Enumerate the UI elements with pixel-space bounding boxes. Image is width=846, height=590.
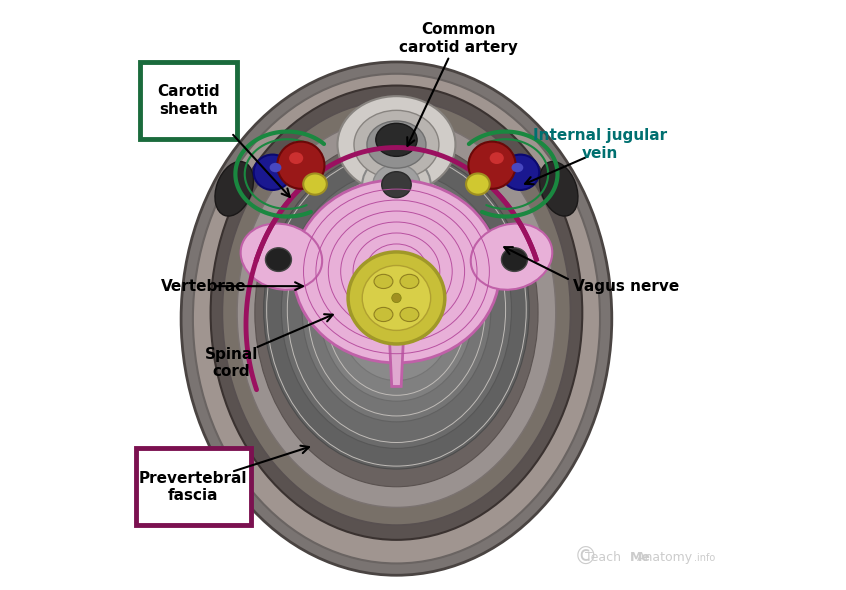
FancyBboxPatch shape xyxy=(135,448,250,525)
Ellipse shape xyxy=(400,274,419,289)
Ellipse shape xyxy=(193,74,600,563)
Text: Vertebrae: Vertebrae xyxy=(161,278,246,294)
Ellipse shape xyxy=(354,110,439,179)
Ellipse shape xyxy=(373,164,420,205)
Ellipse shape xyxy=(362,155,431,214)
Ellipse shape xyxy=(222,100,570,525)
Ellipse shape xyxy=(289,152,303,164)
Ellipse shape xyxy=(338,96,455,193)
Ellipse shape xyxy=(400,307,419,322)
Ellipse shape xyxy=(303,173,327,195)
Ellipse shape xyxy=(240,224,322,290)
Text: ©: © xyxy=(574,546,597,569)
Ellipse shape xyxy=(270,163,282,172)
Text: Vagus nerve: Vagus nerve xyxy=(574,278,679,294)
Ellipse shape xyxy=(255,139,538,487)
Ellipse shape xyxy=(338,239,455,381)
Ellipse shape xyxy=(469,142,515,189)
Text: Spinal
cord: Spinal cord xyxy=(205,347,258,379)
Ellipse shape xyxy=(277,142,325,189)
Text: .info: .info xyxy=(695,553,716,562)
Ellipse shape xyxy=(215,162,254,216)
Text: Common
carotid artery: Common carotid artery xyxy=(399,22,518,54)
Ellipse shape xyxy=(237,118,556,507)
Ellipse shape xyxy=(294,180,500,363)
Ellipse shape xyxy=(490,152,504,164)
Ellipse shape xyxy=(466,173,490,195)
Ellipse shape xyxy=(264,150,530,469)
Text: Me: Me xyxy=(629,551,651,564)
Ellipse shape xyxy=(211,86,582,540)
Ellipse shape xyxy=(302,198,491,422)
Ellipse shape xyxy=(362,266,431,330)
Ellipse shape xyxy=(374,307,393,322)
Ellipse shape xyxy=(266,248,291,271)
Ellipse shape xyxy=(320,218,473,401)
Ellipse shape xyxy=(540,162,578,216)
Ellipse shape xyxy=(367,121,426,168)
Text: Internal jugular
vein: Internal jugular vein xyxy=(533,129,667,160)
FancyBboxPatch shape xyxy=(140,62,237,139)
Polygon shape xyxy=(383,289,409,386)
Ellipse shape xyxy=(382,172,411,198)
Ellipse shape xyxy=(470,224,552,290)
Ellipse shape xyxy=(502,155,539,190)
Ellipse shape xyxy=(502,248,527,271)
Ellipse shape xyxy=(181,62,612,575)
Ellipse shape xyxy=(282,171,512,448)
Ellipse shape xyxy=(512,163,524,172)
Text: Prevertebral
fascia: Prevertebral fascia xyxy=(139,471,247,503)
Ellipse shape xyxy=(254,155,291,190)
Ellipse shape xyxy=(348,252,445,344)
Text: Carotid
sheath: Carotid sheath xyxy=(157,84,220,116)
Text: Anatomy: Anatomy xyxy=(637,551,693,564)
Ellipse shape xyxy=(374,274,393,289)
Ellipse shape xyxy=(376,123,417,156)
Text: Teach: Teach xyxy=(585,551,621,564)
Ellipse shape xyxy=(392,293,401,303)
